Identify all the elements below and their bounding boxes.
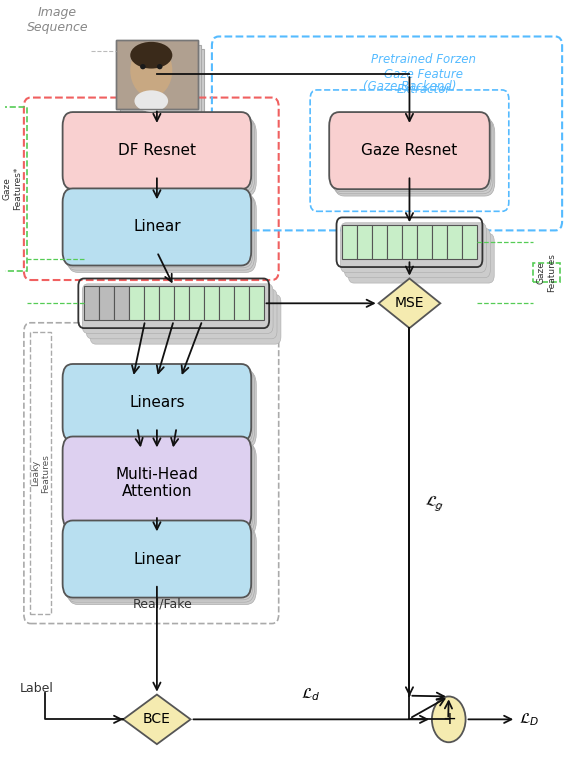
FancyBboxPatch shape (62, 436, 251, 529)
Text: $\mathcal{L}_D$: $\mathcal{L}_D$ (519, 711, 539, 727)
Text: Gaze Resnet: Gaze Resnet (361, 143, 458, 158)
Bar (129, 286, 144, 321)
Bar (99, 286, 114, 321)
Bar (249, 286, 264, 321)
FancyBboxPatch shape (64, 439, 253, 531)
Bar (342, 225, 357, 259)
Bar (123, 49, 204, 117)
Bar (204, 286, 219, 321)
Text: (Gaze Backend): (Gaze Backend) (363, 80, 456, 93)
Text: $\mathcal{L}_d$: $\mathcal{L}_d$ (302, 686, 321, 703)
Text: Linear: Linear (133, 219, 181, 234)
FancyBboxPatch shape (68, 195, 256, 272)
Bar (417, 225, 432, 259)
Text: MSE: MSE (395, 296, 424, 310)
FancyBboxPatch shape (86, 289, 277, 338)
FancyBboxPatch shape (64, 366, 253, 443)
Ellipse shape (130, 44, 172, 97)
FancyBboxPatch shape (348, 233, 494, 283)
Ellipse shape (157, 64, 162, 69)
FancyBboxPatch shape (340, 223, 486, 272)
Bar (120, 44, 201, 114)
Bar (189, 286, 204, 321)
Text: $\mathcal{L}_g$: $\mathcal{L}_g$ (424, 492, 446, 515)
Bar (402, 225, 417, 259)
Circle shape (432, 696, 466, 742)
Bar (357, 225, 372, 259)
Ellipse shape (130, 42, 172, 68)
FancyBboxPatch shape (68, 527, 256, 605)
Bar (387, 225, 402, 259)
Bar (0, 107, 27, 271)
Bar (114, 286, 129, 321)
FancyBboxPatch shape (90, 295, 281, 344)
FancyBboxPatch shape (66, 525, 254, 602)
FancyBboxPatch shape (68, 443, 256, 536)
Polygon shape (123, 695, 191, 745)
Text: Gaze
Features*: Gaze Features* (3, 167, 22, 211)
FancyBboxPatch shape (64, 191, 253, 268)
FancyBboxPatch shape (82, 284, 273, 334)
Text: +: + (442, 710, 456, 728)
FancyBboxPatch shape (329, 112, 490, 189)
Text: Leaky
Features: Leaky Features (31, 454, 51, 492)
Text: BCE: BCE (143, 713, 171, 727)
Text: Image
Sequence: Image Sequence (27, 5, 88, 33)
Bar (219, 286, 233, 321)
Bar (447, 225, 462, 259)
Text: Pretrained Forzen
Gaze Feature
Extractor: Pretrained Forzen Gaze Feature Extractor (371, 53, 476, 96)
Bar (116, 40, 198, 109)
FancyBboxPatch shape (62, 112, 251, 189)
Bar (84, 286, 99, 321)
FancyBboxPatch shape (331, 114, 491, 191)
Text: Linear: Linear (133, 552, 181, 566)
Bar (462, 225, 477, 259)
Ellipse shape (135, 90, 168, 112)
Polygon shape (379, 279, 440, 328)
FancyBboxPatch shape (66, 441, 254, 534)
Bar (159, 286, 174, 321)
Bar (432, 225, 447, 259)
Text: Linears: Linears (129, 395, 185, 410)
FancyBboxPatch shape (62, 364, 251, 441)
Bar (144, 286, 159, 321)
Text: DF Backend: DF Backend (142, 116, 217, 129)
Text: DF Resnet: DF Resnet (118, 143, 196, 158)
FancyBboxPatch shape (334, 119, 495, 196)
Text: Gaze
Features: Gaze Features (537, 254, 556, 293)
FancyBboxPatch shape (62, 520, 251, 598)
Text: Label: Label (19, 682, 53, 696)
FancyBboxPatch shape (64, 114, 253, 191)
Text: Real/Fake: Real/Fake (133, 598, 193, 611)
Bar (116, 40, 198, 109)
FancyBboxPatch shape (66, 193, 254, 270)
FancyBboxPatch shape (68, 371, 256, 448)
FancyBboxPatch shape (64, 523, 253, 600)
Bar (533, 263, 560, 282)
FancyBboxPatch shape (333, 117, 493, 194)
Text: Multi-Head
Attention: Multi-Head Attention (115, 467, 198, 499)
FancyBboxPatch shape (344, 228, 490, 278)
FancyBboxPatch shape (66, 117, 254, 194)
FancyBboxPatch shape (62, 188, 251, 265)
Bar (30, 332, 51, 615)
Bar (372, 225, 387, 259)
Bar (174, 286, 189, 321)
Ellipse shape (140, 64, 145, 69)
FancyBboxPatch shape (68, 119, 256, 196)
Bar (233, 286, 249, 321)
FancyBboxPatch shape (66, 369, 254, 446)
